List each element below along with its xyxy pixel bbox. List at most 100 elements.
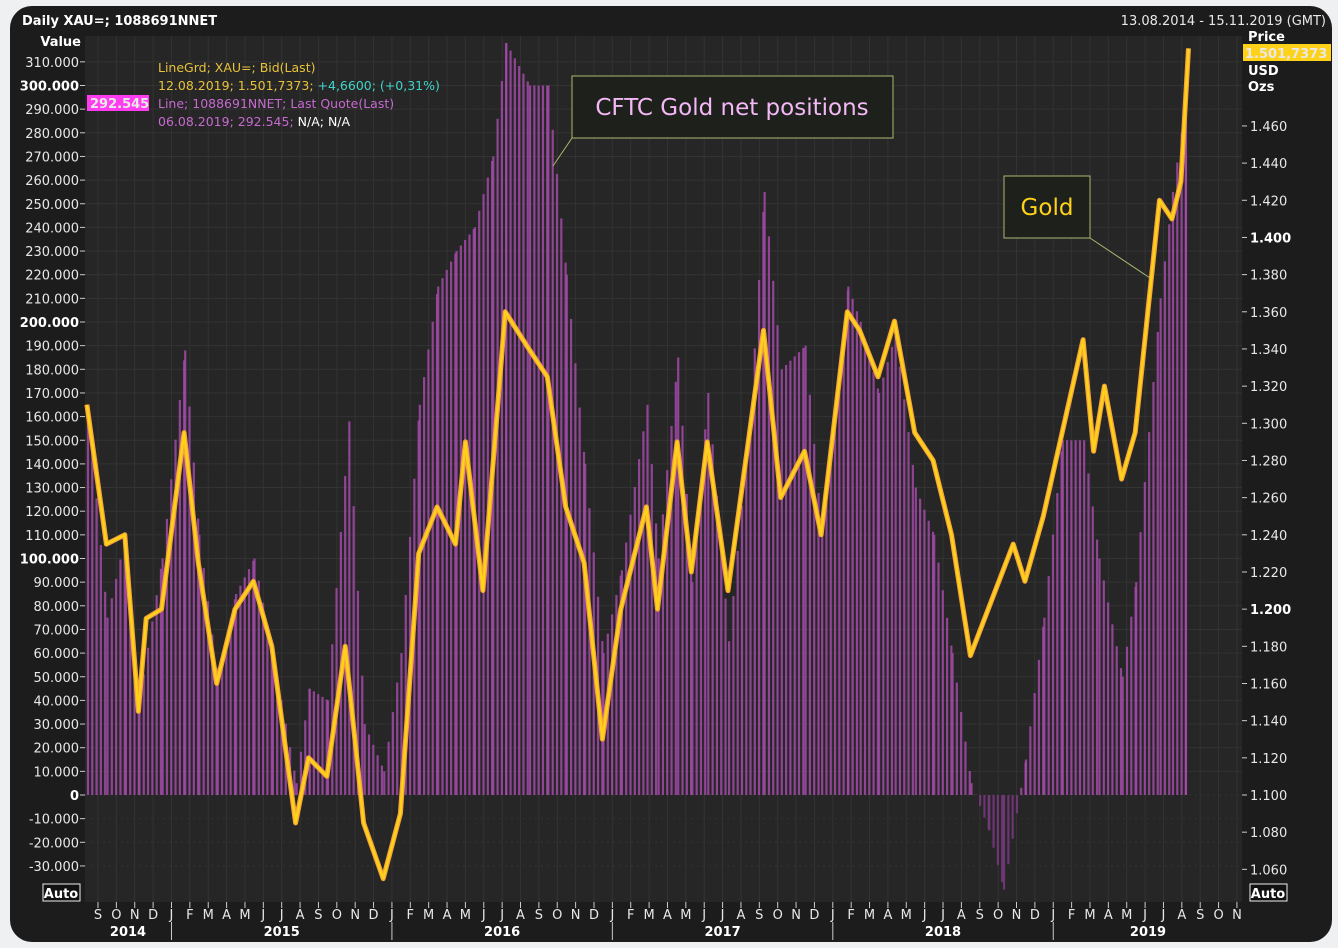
cftc-bar (886, 362, 889, 795)
cftc-bar (387, 741, 390, 795)
x-month-label: J (260, 908, 265, 923)
right-auto-button[interactable] (1249, 883, 1288, 902)
cftc-bar (1168, 224, 1171, 796)
cftc-bar (789, 360, 792, 795)
cftc-bar (344, 475, 347, 795)
left-auto-button[interactable] (42, 883, 81, 902)
right-tick-label: 1.220 (1250, 566, 1287, 581)
left-tick-label: 220.000 (25, 269, 79, 284)
x-month-label: F (1068, 908, 1075, 923)
cftc-bar (996, 795, 999, 865)
cftc-bar (197, 518, 200, 795)
cftc-bar (174, 439, 177, 795)
cftc-bar (1107, 602, 1110, 795)
cftc-bar (276, 676, 279, 795)
cftc-bar (243, 577, 246, 795)
date-range: 13.08.2014 - 15.11.2019 (GMT) (1121, 14, 1326, 29)
cftc-bar (1115, 646, 1118, 795)
cftc-bar (872, 371, 875, 795)
x-month-label: J (1142, 908, 1147, 923)
cftc-bar (914, 487, 917, 795)
cftc-bar (295, 783, 298, 795)
left-tick-label: 200.000 (20, 316, 79, 331)
gold-current-marker (1243, 44, 1331, 61)
cftc-bar (650, 464, 653, 795)
x-month-label: J (940, 908, 945, 923)
cftc-bar (270, 647, 273, 795)
cftc-bar (253, 558, 256, 795)
cftc-bar (546, 85, 549, 795)
cftc-bar (894, 333, 897, 795)
cftc-bar (312, 691, 316, 795)
left-tick-label: 110.000 (25, 529, 79, 544)
cftc-bar (1083, 440, 1086, 795)
cftc-bar (380, 765, 384, 795)
left-tick-label: 210.000 (25, 292, 79, 307)
x-month-label: D (1030, 908, 1040, 923)
cftc-bar (427, 349, 430, 795)
gold-price-line (85, 48, 1190, 880)
cftc-bar (423, 377, 426, 795)
right-tick-label: 1.140 (1250, 715, 1287, 730)
gold-annotation-text: Gold (1021, 195, 1074, 221)
cftc-bar (707, 392, 710, 795)
cftc-bar (681, 425, 684, 795)
x-month-label: O (332, 908, 342, 923)
x-month-label: A (222, 908, 231, 923)
cftc-bar (1087, 473, 1090, 795)
cftc-bar (633, 486, 636, 795)
cftc-bar (356, 590, 360, 795)
cftc-bar (763, 191, 766, 796)
left-tick-label: 260.000 (25, 174, 79, 189)
cftc-bar (1002, 795, 1006, 890)
x-month-label: S (1196, 908, 1204, 923)
x-month-label: F (186, 908, 193, 923)
cftc-bar (165, 518, 169, 795)
cftc-bar (1001, 795, 1004, 883)
cftc-bar (1102, 580, 1105, 795)
left-tick-label: 180.000 (25, 363, 79, 378)
cftc-bar (129, 587, 132, 795)
cftc-bar (691, 582, 694, 795)
x-month-label: J (481, 908, 486, 923)
left-tick-label: -30.000 (29, 860, 79, 875)
cftc-bar (674, 381, 677, 795)
x-month-label: A (736, 908, 745, 923)
cftc-bar (582, 451, 586, 795)
x-month-label: N (1232, 908, 1242, 923)
cftc-bar (496, 118, 499, 795)
cftc-bar (404, 594, 407, 795)
cftc-bar (804, 345, 807, 795)
cftc-bar (91, 451, 94, 795)
cftc-bar (86, 404, 90, 795)
x-month-label: J (830, 908, 835, 923)
x-month-label: F (407, 908, 414, 923)
x-month-label: S (755, 908, 763, 923)
cftc-bar (661, 514, 665, 795)
cftc-bar (400, 653, 403, 795)
right-auto-label: Auto (1251, 887, 1286, 902)
cftc-bar (352, 506, 355, 795)
cftc-bar (817, 493, 820, 795)
cftc-bar (1047, 576, 1050, 795)
x-month-label: D (369, 908, 379, 923)
cftc-bar (505, 42, 508, 796)
cftc-bar (898, 366, 902, 795)
cftc-bar (1065, 440, 1069, 795)
left-axis-label: Value (40, 35, 81, 50)
cftc-bar (159, 568, 163, 795)
left-tick-label: 230.000 (25, 245, 79, 260)
cftc-bar (1091, 506, 1094, 795)
x-month-label: S (314, 908, 322, 923)
cftc-bar (847, 286, 850, 795)
cftc-bar (396, 682, 399, 795)
cftc-bar (992, 795, 995, 848)
x-month-label: M (643, 908, 654, 923)
cftc-bar (308, 688, 311, 795)
cftc-bar (198, 534, 201, 795)
cftc-bar (767, 236, 771, 796)
x-year-label: 2014 (110, 925, 146, 940)
x-year-label: 2019 (1130, 925, 1166, 940)
cftc-bar (931, 531, 935, 795)
cftc-bar (677, 357, 680, 795)
